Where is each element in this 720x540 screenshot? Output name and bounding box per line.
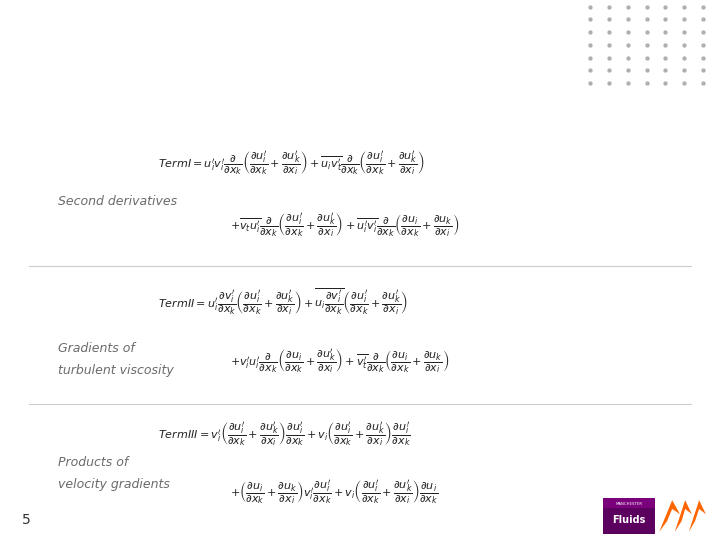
Text: turbulent viscosity: turbulent viscosity [58,364,174,377]
FancyBboxPatch shape [603,498,655,534]
Polygon shape [689,500,706,532]
Text: MANCHESTER: MANCHESTER [616,502,643,505]
Text: velocity gradients: velocity gradients [58,478,169,491]
Text: Second derivatives: Second derivatives [58,195,176,208]
Text: 5: 5 [22,512,30,526]
Text: Products of: Products of [58,456,128,469]
FancyBboxPatch shape [603,498,655,508]
Text: $\mathit{TermII} = u_i'\dfrac{\partial v_i'}{\partial x_k}\left(\dfrac{\partial : $\mathit{TermII} = u_i'\dfrac{\partial v… [158,286,409,317]
Polygon shape [660,500,680,532]
Text: $+\left(\dfrac{\partial u_i}{\partial x_k}+\dfrac{\partial u_k}{\partial x_i}\ri: $+\left(\dfrac{\partial u_i}{\partial x_… [230,479,438,508]
Text: Gradients of: Gradients of [58,342,135,355]
Polygon shape [675,500,692,532]
Text: $+\overline{v_t u_i'}\dfrac{\partial}{\partial x_k}\left(\dfrac{\partial u_i'}{\: $+\overline{v_t u_i'}\dfrac{\partial}{\p… [230,212,459,240]
Text: IN CHANNEL FLOWS: IN CHANNEL FLOWS [29,59,215,77]
Text: DIFFERENTS GRIDS AND DIFFERENT LES MODELS: DIFFERENTS GRIDS AND DIFFERENT LES MODEL… [29,21,487,39]
Text: $+v_i'u_i'\dfrac{\partial}{\partial x_k}\left(\dfrac{\partial u_i}{\partial x_k}: $+v_i'u_i'\dfrac{\partial}{\partial x_k}… [230,348,450,376]
Text: $\mathit{TermIII} = v_i'\left(\dfrac{\partial u_i'}{\partial x_k}+\dfrac{\partia: $\mathit{TermIII} = v_i'\left(\dfrac{\pa… [158,421,411,449]
Text: Fluids: Fluids [613,515,646,525]
Text: $\mathit{TermI} = u_i'v_i'\dfrac{\partial}{\partial x_k}\left(\dfrac{\partial u_: $\mathit{TermI} = u_i'v_i'\dfrac{\partia… [158,150,425,178]
